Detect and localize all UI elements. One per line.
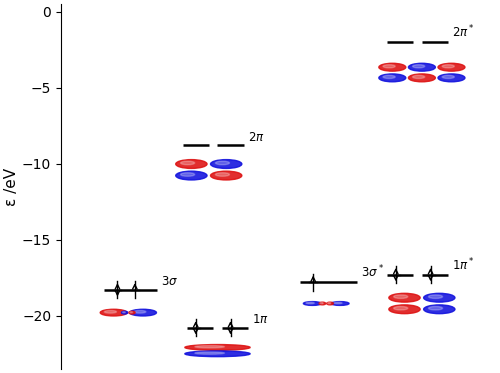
Ellipse shape (394, 295, 408, 298)
Ellipse shape (442, 75, 454, 78)
Ellipse shape (408, 63, 436, 71)
Ellipse shape (210, 160, 242, 169)
Ellipse shape (383, 65, 395, 68)
Text: $3\sigma$: $3\sigma$ (161, 275, 178, 288)
Ellipse shape (438, 74, 465, 82)
Ellipse shape (328, 303, 330, 304)
Ellipse shape (104, 310, 117, 313)
Ellipse shape (129, 311, 135, 314)
Ellipse shape (334, 302, 342, 304)
Ellipse shape (180, 173, 194, 176)
Ellipse shape (442, 65, 454, 68)
Ellipse shape (412, 65, 424, 68)
Ellipse shape (320, 303, 323, 304)
Ellipse shape (412, 75, 424, 78)
Ellipse shape (408, 74, 436, 82)
Ellipse shape (428, 295, 442, 298)
Ellipse shape (216, 161, 230, 165)
Ellipse shape (130, 309, 156, 316)
Ellipse shape (185, 351, 250, 357)
Ellipse shape (180, 161, 194, 165)
Text: $1\pi$: $1\pi$ (252, 313, 269, 326)
Ellipse shape (424, 293, 455, 302)
Ellipse shape (389, 293, 420, 302)
Ellipse shape (389, 305, 420, 314)
Ellipse shape (216, 173, 230, 176)
Text: $2\pi$: $2\pi$ (248, 131, 264, 144)
Ellipse shape (122, 311, 128, 314)
Ellipse shape (304, 302, 322, 305)
Ellipse shape (130, 312, 132, 313)
Text: $3\sigma^*$: $3\sigma^*$ (361, 264, 384, 280)
Ellipse shape (326, 302, 334, 305)
Ellipse shape (195, 345, 224, 348)
Ellipse shape (134, 310, 146, 313)
Ellipse shape (383, 75, 395, 78)
Ellipse shape (185, 345, 250, 350)
Ellipse shape (319, 302, 326, 305)
Ellipse shape (176, 171, 207, 180)
Ellipse shape (379, 74, 406, 82)
Ellipse shape (210, 171, 242, 180)
Ellipse shape (438, 63, 465, 71)
Ellipse shape (100, 309, 127, 316)
Ellipse shape (428, 307, 442, 310)
Ellipse shape (424, 305, 455, 314)
Ellipse shape (379, 63, 406, 71)
Ellipse shape (306, 302, 314, 304)
Ellipse shape (195, 352, 224, 354)
Text: $1\pi^*$: $1\pi^*$ (452, 256, 475, 273)
Ellipse shape (331, 302, 349, 305)
Text: $2\pi^*$: $2\pi^*$ (452, 24, 475, 40)
Ellipse shape (122, 312, 126, 313)
Ellipse shape (394, 307, 408, 310)
Y-axis label: ε /eV: ε /eV (4, 167, 19, 206)
Ellipse shape (176, 160, 207, 169)
